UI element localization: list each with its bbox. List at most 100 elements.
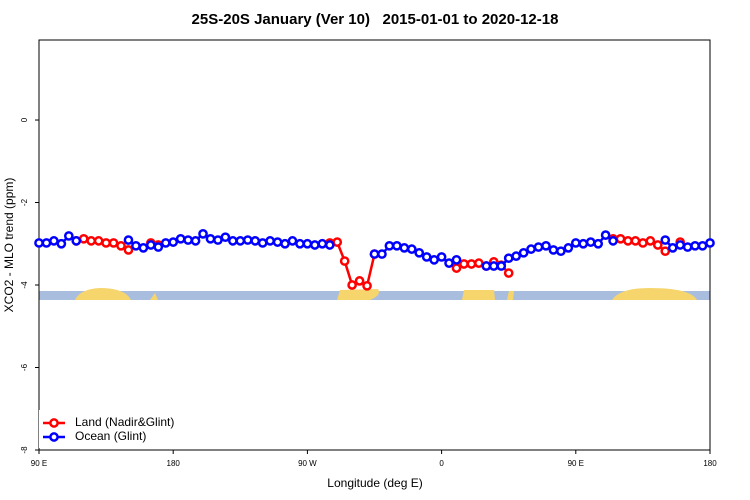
point [116, 240, 126, 251]
y-tick-label: -2 [20, 198, 29, 206]
point [548, 245, 559, 255]
surface-strip [39, 288, 710, 300]
point [406, 244, 417, 254]
point [235, 236, 246, 246]
point [660, 246, 671, 257]
point [377, 249, 387, 259]
point [265, 236, 275, 246]
point [332, 237, 343, 247]
point [71, 236, 82, 246]
point [451, 263, 462, 273]
point [503, 268, 514, 278]
point [392, 240, 402, 251]
point [145, 240, 156, 250]
point [310, 240, 320, 250]
point [108, 238, 119, 248]
point [630, 236, 641, 246]
point [339, 256, 350, 266]
point [563, 243, 574, 253]
point [138, 243, 149, 253]
point [578, 238, 589, 249]
point [198, 229, 208, 239]
point [317, 238, 328, 249]
point [667, 243, 678, 253]
point [675, 240, 686, 250]
point [63, 231, 74, 241]
legend-marker [49, 418, 59, 428]
point [518, 247, 529, 258]
point [272, 237, 283, 247]
point [384, 240, 395, 251]
point [78, 233, 89, 244]
point [369, 249, 380, 259]
point [623, 236, 633, 246]
point [511, 251, 522, 261]
point [496, 261, 507, 271]
point [466, 259, 477, 269]
point [227, 236, 238, 246]
point [556, 246, 566, 257]
point [585, 237, 596, 247]
y-tick-label: -8 [20, 446, 29, 454]
point [220, 232, 231, 243]
point [205, 233, 216, 244]
point [153, 242, 164, 252]
point [503, 253, 514, 264]
point [34, 238, 44, 248]
x-tick-label: 180 [167, 459, 181, 468]
point [697, 240, 708, 251]
point [600, 230, 611, 240]
x-tick-label: 90 W [298, 459, 317, 468]
point [705, 238, 715, 248]
point [287, 236, 298, 246]
point [414, 247, 425, 258]
chart-title: 25S-20S January (Ver 10) 2015-01-01 to 2… [192, 11, 559, 28]
point [250, 236, 261, 246]
point [183, 235, 193, 245]
point [354, 276, 365, 286]
point [652, 240, 663, 250]
legend-label: Ocean (Glint) [75, 429, 146, 443]
point [421, 252, 432, 262]
y-axis-label: XCO2 - MLO trend (ppm) [2, 178, 16, 313]
x-axis-label: Longitude (deg E) [327, 476, 422, 490]
point [41, 238, 52, 248]
point [660, 235, 671, 245]
point [86, 236, 97, 246]
legend-marker [49, 432, 59, 442]
point [175, 233, 186, 244]
point [190, 236, 201, 246]
point [533, 242, 544, 252]
point [213, 235, 223, 245]
legend-box [39, 410, 189, 448]
legend-label: Land (Nadir&Glint) [75, 415, 174, 429]
point [593, 238, 604, 249]
point [101, 238, 111, 248]
point [570, 238, 581, 248]
point [295, 238, 305, 249]
point [474, 258, 484, 268]
point [257, 238, 268, 248]
point [93, 236, 104, 246]
point [56, 238, 67, 249]
y-tick-label: -6 [20, 363, 29, 371]
point [324, 240, 335, 250]
point [49, 236, 59, 246]
x-tick-label: 90 E [568, 459, 584, 468]
point [645, 236, 656, 246]
point [242, 235, 253, 245]
point [429, 254, 439, 265]
point [444, 258, 454, 268]
point [362, 280, 372, 291]
point [280, 238, 290, 249]
point [638, 238, 648, 248]
point [488, 261, 499, 271]
point [302, 238, 313, 249]
x-tick-label: 90 E [31, 459, 47, 468]
x-tick-label: 0 [439, 459, 444, 468]
point [399, 243, 410, 253]
point [608, 236, 618, 246]
point [690, 240, 700, 251]
point [541, 240, 551, 251]
